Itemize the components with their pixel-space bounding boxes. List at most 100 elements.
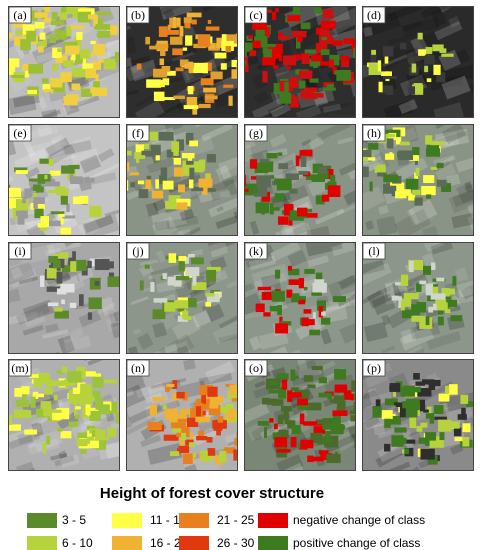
field-texture: [205, 360, 235, 383]
forest-patch: [405, 408, 418, 418]
forest-patch: [82, 57, 87, 69]
forest-patch: [308, 319, 315, 326]
field-texture: [302, 21, 327, 38]
forest-patch: [306, 402, 322, 411]
forest-patch: [301, 54, 310, 65]
forest-patch: [320, 49, 330, 56]
field-texture: [153, 340, 192, 354]
forest-patch: [107, 276, 120, 287]
forest-patch: [49, 380, 65, 387]
field-texture: [338, 275, 356, 290]
forest-patch: [398, 296, 402, 309]
field-texture: [133, 328, 141, 335]
forest-patch: [80, 449, 87, 454]
field-texture: [334, 430, 356, 452]
forest-patch: [21, 386, 30, 395]
forest-patch: [139, 280, 144, 291]
forest-patch: [174, 300, 189, 309]
forest-patch: [160, 45, 166, 57]
field-texture: [363, 26, 373, 37]
forest-patch: [303, 309, 312, 314]
forest-patch: [438, 393, 450, 402]
forest-patch: [454, 437, 466, 442]
legend-swatch: [179, 513, 209, 528]
forest-patch: [151, 190, 164, 199]
forest-patch: [149, 404, 158, 416]
legend-swatch: [258, 513, 288, 528]
field-texture: [378, 205, 389, 215]
field-texture: [23, 311, 46, 328]
forest-patch: [311, 174, 325, 182]
forest-patch: [162, 273, 167, 280]
forest-patch: [87, 430, 95, 440]
forest-patch: [145, 151, 160, 157]
field-texture: [107, 309, 120, 328]
forest-patch: [219, 450, 227, 463]
forest-patch: [50, 20, 65, 26]
forest-patch: [268, 389, 280, 394]
forest-patch: [33, 197, 38, 209]
field-texture: [376, 215, 398, 236]
forest-patch: [72, 196, 83, 204]
forest-patch: [231, 60, 238, 68]
field-texture: [400, 328, 417, 345]
forest-patch: [462, 436, 470, 447]
forest-patch: [272, 432, 283, 440]
field-texture: [286, 272, 323, 300]
field-texture: [443, 403, 467, 414]
forest-patch: [353, 401, 356, 413]
legend-label: 3 - 5: [62, 513, 86, 527]
forest-patch: [414, 55, 426, 59]
forest-patch: [321, 20, 336, 29]
forest-patch: [185, 132, 194, 145]
legend-label: 6 - 10: [62, 536, 93, 550]
forest-patch: [321, 317, 331, 325]
field-texture: [8, 24, 13, 35]
forest-patch: [411, 315, 426, 322]
forest-patch: [309, 58, 321, 67]
field-texture: [37, 96, 48, 110]
field-texture: [8, 175, 14, 183]
forest-patch: [28, 178, 44, 182]
panel-label: (e): [13, 126, 26, 140]
legend-label: 16 - 20: [150, 536, 188, 550]
forest-patch: [179, 25, 184, 37]
forest-patch: [167, 24, 171, 31]
forest-patch: [332, 40, 343, 46]
forest-patch: [206, 266, 221, 272]
label-box: [362, 6, 386, 24]
field-texture: [179, 208, 195, 222]
field-texture: [383, 100, 414, 118]
forest-patch: [300, 439, 314, 449]
field-texture: [430, 242, 454, 255]
forest-patch: [207, 293, 220, 303]
field-texture: [49, 90, 67, 102]
forest-patch: [441, 183, 452, 192]
forest-patch: [259, 159, 269, 163]
forest-patch: [394, 402, 404, 406]
forest-patch: [63, 96, 78, 106]
forest-patch: [183, 316, 192, 320]
forest-patch: [434, 379, 441, 387]
label-box: [8, 124, 32, 142]
forest-patch: [395, 282, 401, 286]
forest-patch: [180, 432, 187, 441]
forest-patch: [52, 259, 61, 269]
field-texture: [63, 335, 92, 352]
forest-patch: [155, 155, 160, 161]
forest-patch: [288, 392, 302, 398]
forest-patch: [172, 392, 180, 401]
forest-patch: [95, 429, 106, 442]
forest-patch: [362, 168, 363, 175]
forest-patch: [48, 34, 54, 40]
forest-patch: [278, 387, 286, 399]
field-texture: [218, 314, 238, 329]
forest-patch: [295, 268, 300, 273]
field-texture: [362, 290, 382, 305]
field-texture: [136, 332, 154, 350]
forest-patch: [74, 36, 81, 48]
forest-patch: [60, 227, 72, 235]
field-texture: [191, 425, 219, 446]
forest-patch: [416, 425, 423, 432]
forest-patch: [414, 386, 421, 393]
